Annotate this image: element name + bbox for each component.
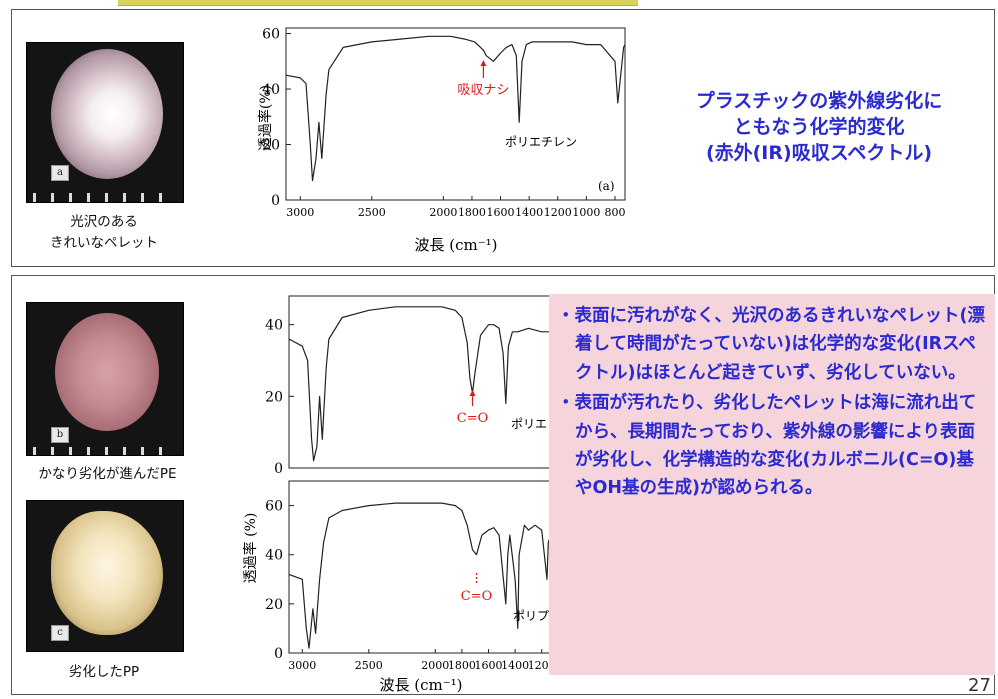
a-xtick-label: 1200 [544, 206, 572, 219]
scale-ruler [33, 447, 177, 455]
c-xtick-label: 1800 [448, 659, 476, 672]
ir-spectra-degraded: 0 20 40 0 20 40 60 3000 2500 20001800160014001200… [242, 295, 555, 694]
c-xtick-label: 1400 [501, 659, 529, 672]
c-ytick-label: 60 [265, 499, 283, 515]
a-xtick-label: 2000 [429, 206, 457, 219]
spectrum-line-b [288, 306, 555, 462]
a-polymer-label: ポリエチレン [505, 135, 577, 149]
a-xtick-label: 800 [604, 206, 625, 219]
photo-degraded-pp: c [26, 500, 184, 652]
b-arrow-head [469, 390, 476, 396]
a-xlabel: 波長 (cm⁻¹) [414, 236, 497, 254]
b-ytick-label: 20 [265, 389, 283, 405]
a-xtick-label: 1800 [458, 206, 486, 219]
c-carbonyl-label: C=O [461, 589, 493, 604]
a-ytick-label: 40 [262, 82, 280, 98]
a-annotation: 吸収ナシ [457, 83, 509, 98]
c-xtick-label: 3000 [288, 659, 316, 672]
ir-spectrum-clean: 0 20 40 60 3000 2500 2000 1800 1600 1400 1200 1000 8… [257, 27, 626, 254]
photo-caption-pp: 劣化したPP [68, 664, 140, 680]
spectrum-line-a [285, 35, 626, 182]
pellet-b [55, 313, 159, 431]
spectrum-line-c [288, 502, 555, 649]
slide-title: プラスチックの紫外線劣化に ともなう化学的変化 (赤外(IR)吸収スペクトル) [650, 88, 988, 166]
b-polymer-label: ポリエ [511, 417, 547, 431]
bc-xlabel: 波長 (cm⁻¹) [379, 676, 462, 694]
findings-box: ・表面に汚れがなく、光沢のあるきれいなペレット(漂着して時間がたっていない)は化… [549, 294, 995, 675]
a-xtick-label: 2500 [358, 206, 386, 219]
c-ytick-label: 0 [274, 646, 283, 662]
title-rule [118, 0, 638, 6]
a-panel-label: (a) [598, 179, 615, 193]
photo-degraded-pe: b [26, 302, 184, 456]
c-xtick-label: 2500 [355, 659, 383, 672]
a-xtick-label: 1000 [572, 206, 600, 219]
pellet-a [51, 49, 163, 179]
caption-line-1: 光沢のある [70, 214, 138, 230]
photo-tag-b: b [51, 427, 69, 443]
c-xtick-label: 1200 [528, 659, 555, 672]
scale-ruler [33, 193, 177, 202]
plot-frame-a [285, 27, 626, 201]
photo-caption-pe: かなり劣化が進んだPE [38, 466, 177, 482]
b-ytick-label: 40 [265, 318, 283, 334]
photo-clean-pellet: a [26, 42, 184, 203]
b-ytick-label: 0 [274, 461, 283, 477]
c-polymer-label: ポリプ [513, 609, 549, 623]
finding-clean: ・表面に汚れがなく、光沢のあるきれいなペレット(漂着して時間がたっていない)は化… [557, 306, 985, 383]
a-ytick-label: 20 [262, 138, 280, 154]
c-ytick-label: 40 [265, 548, 283, 564]
plot-frame-c [288, 480, 555, 654]
photo-tag-c: c [51, 625, 69, 641]
title-line-2: ともなう化学的変化 [733, 116, 905, 138]
a-xtick-label: 3000 [286, 206, 314, 219]
c-ytick-label: 20 [265, 597, 283, 613]
title-line-1: プラスチックの紫外線劣化に [695, 90, 943, 112]
a-ylabel: 透過率(%) [257, 85, 274, 151]
photo-tag-a: a [51, 165, 69, 181]
title-line-3: (赤外(IR)吸収スペクトル) [705, 142, 933, 164]
a-ytick-label: 60 [262, 27, 280, 43]
pellet-c [51, 511, 163, 635]
photo-caption-clean: 光沢のある きれいなペレット [26, 212, 182, 254]
c-xtick-label: 2000 [421, 659, 449, 672]
caption-line-2: きれいなペレット [50, 235, 158, 251]
b-carbonyl-label: C=O [457, 411, 489, 426]
finding-degraded: ・表面が汚れたり、劣化したペレットは海に流れ出てから、長期間たっており、紫外線の… [557, 393, 977, 499]
plot-frame-b [288, 295, 555, 469]
a-xtick-label: 1400 [515, 206, 543, 219]
a-arrow-head [480, 60, 487, 66]
bc-ylabel: 透過率 (%) [242, 513, 259, 584]
a-xtick-label: 1600 [487, 206, 515, 219]
page-number: 27 [968, 675, 991, 696]
a-ytick-label: 0 [271, 193, 280, 209]
c-xtick-label: 1600 [475, 659, 503, 672]
